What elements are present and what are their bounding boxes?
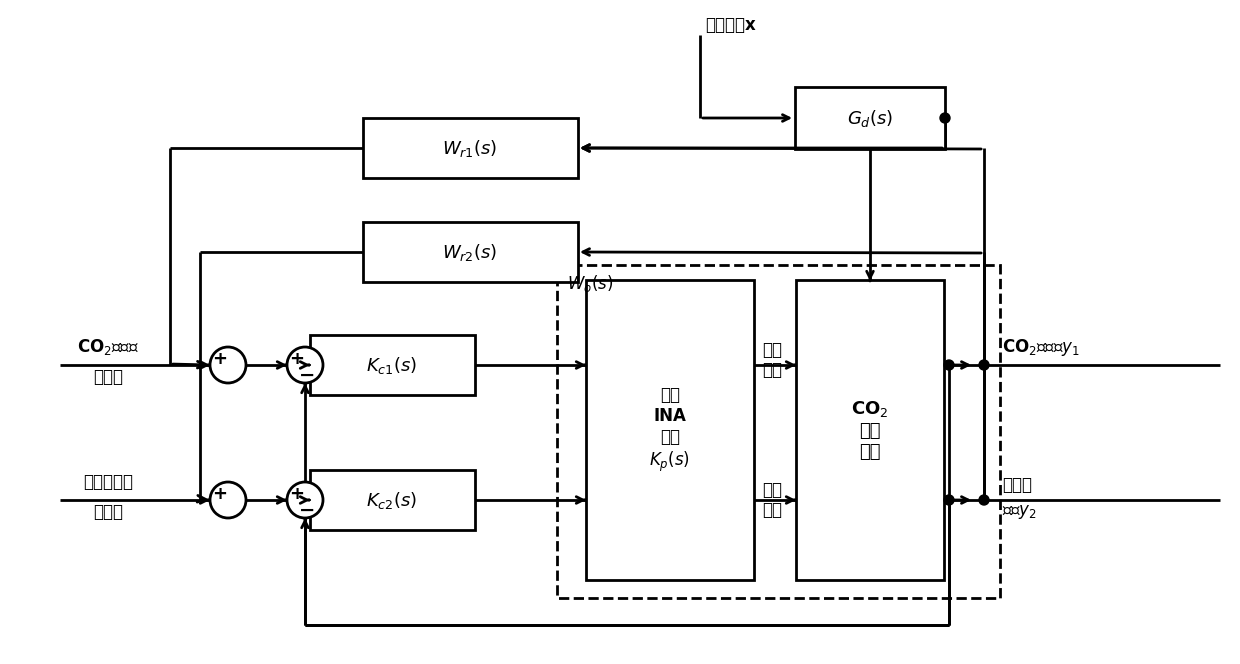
Circle shape (210, 482, 246, 518)
Text: +: + (212, 485, 227, 503)
Circle shape (980, 360, 990, 370)
Bar (795, 87, 945, 149)
Circle shape (286, 347, 322, 383)
Text: 抽汽
流量: 抽汽 流量 (763, 481, 782, 519)
Text: 温度$y_2$: 温度$y_2$ (1002, 503, 1037, 521)
Bar (310, 335, 475, 395)
Bar (796, 280, 944, 580)
Circle shape (944, 495, 954, 505)
Text: 再沸器: 再沸器 (1002, 476, 1032, 494)
Text: 改进
INA
方法
$K_p(s)$: 改进 INA 方法 $K_p(s)$ (650, 386, 691, 473)
Text: $G_d(s)$: $G_d(s)$ (847, 108, 893, 129)
Text: $K_{c1}(s)$: $K_{c1}(s)$ (367, 355, 418, 376)
Text: 贫液
流量: 贫液 流量 (763, 341, 782, 379)
Circle shape (286, 482, 322, 518)
Text: +: + (289, 350, 305, 368)
Text: +: + (212, 350, 227, 368)
Text: CO$_2$
捕集
系统: CO$_2$ 捕集 系统 (852, 399, 889, 461)
Text: 烟气流量x: 烟气流量x (706, 16, 755, 34)
Bar (587, 280, 754, 580)
Text: +: + (289, 485, 305, 503)
Circle shape (210, 347, 246, 383)
Text: 设定值: 设定值 (93, 368, 123, 386)
Text: CO$_2$捕集率: CO$_2$捕集率 (77, 337, 139, 357)
Text: $W_{r1}(s)$: $W_{r1}(s)$ (443, 137, 497, 159)
Text: CO$_2$捕集率$y_1$: CO$_2$捕集率$y_1$ (1002, 337, 1080, 357)
Bar (362, 118, 578, 178)
Text: $W_{r2}(s)$: $W_{r2}(s)$ (443, 242, 497, 262)
Text: −: − (299, 365, 315, 384)
Text: $K_{c2}(s)$: $K_{c2}(s)$ (367, 489, 418, 511)
Text: 再沸器温度: 再沸器温度 (83, 473, 133, 491)
Circle shape (940, 113, 950, 123)
Bar (557, 265, 999, 598)
Circle shape (980, 495, 990, 505)
Text: −: − (299, 501, 315, 519)
Circle shape (944, 360, 954, 370)
Bar (310, 470, 475, 530)
Text: 设定值: 设定值 (93, 503, 123, 521)
Bar (362, 222, 578, 282)
Text: $W_o(s)$: $W_o(s)$ (567, 272, 614, 293)
